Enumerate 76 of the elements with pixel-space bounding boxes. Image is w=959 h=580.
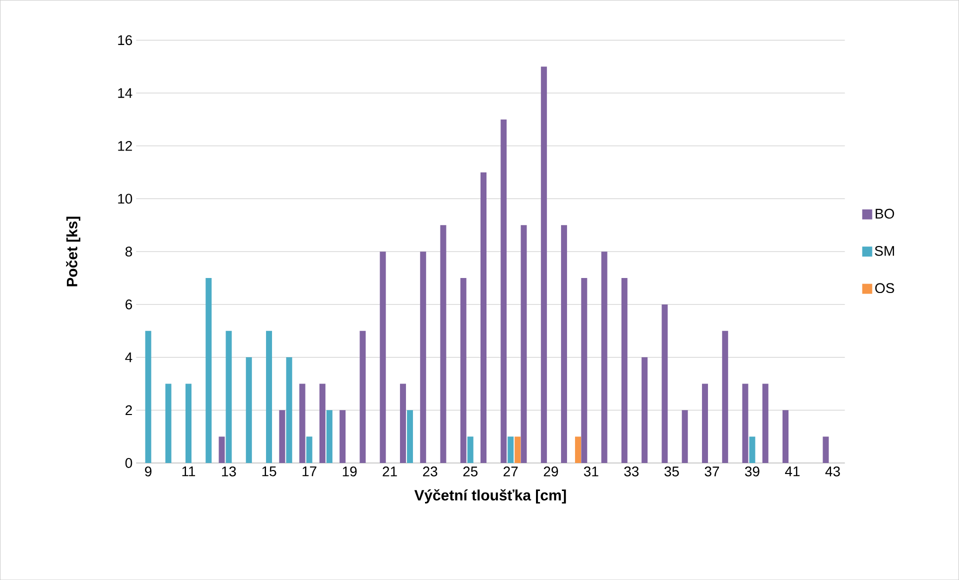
bar [165, 384, 172, 463]
bar [400, 384, 406, 463]
bar [467, 436, 474, 463]
y-tick-label: 16 [118, 35, 132, 46]
bar [575, 436, 582, 463]
bar [319, 384, 326, 463]
bar [206, 278, 212, 463]
y-tick-label: 12 [118, 140, 132, 151]
x-tick-label: 27 [504, 466, 518, 476]
bar [145, 330, 152, 463]
x-tick-label: 21 [382, 466, 397, 476]
bar [702, 384, 708, 463]
bar [266, 330, 272, 463]
bar [621, 278, 628, 463]
bar [279, 410, 286, 463]
bar [326, 410, 332, 463]
bar [420, 252, 426, 463]
bar [440, 225, 446, 463]
x-tick-label: 15 [262, 466, 276, 476]
x-tick-label: 9 [145, 466, 152, 476]
bar [749, 436, 756, 463]
y-axis-title: Počet [ks] [66, 216, 80, 286]
y-tick-label: 2 [126, 405, 132, 415]
bar [406, 410, 413, 463]
y-tick-label: 14 [118, 88, 132, 98]
x-tick-label: 11 [182, 466, 196, 476]
bar [514, 436, 521, 463]
x-tick-label: 41 [785, 466, 800, 476]
bar [540, 66, 547, 463]
bar [480, 172, 487, 463]
bar [642, 357, 648, 463]
bar [762, 384, 768, 463]
x-tick-label: 25 [463, 466, 478, 476]
bar [460, 278, 466, 463]
bar [500, 119, 507, 463]
bar [581, 278, 588, 463]
bar [682, 410, 688, 463]
x-tick-label: 33 [624, 466, 639, 476]
y-tick-label: 8 [125, 246, 132, 256]
x-tick-label: 13 [222, 466, 236, 476]
bar [185, 384, 192, 463]
bar [306, 436, 312, 463]
x-tick-label: 29 [544, 466, 558, 476]
legend-label: BO [876, 208, 894, 219]
bar [340, 410, 346, 463]
legend-label: OS [875, 283, 894, 293]
bar [226, 330, 232, 463]
bar [246, 357, 252, 463]
bar [561, 225, 568, 463]
bar [286, 357, 292, 463]
y-tick-label: 4 [125, 352, 132, 362]
x-tick-label: 43 [825, 466, 840, 476]
y-tick-label: 6 [126, 299, 132, 310]
y-tick-label: 0 [125, 458, 132, 468]
bar [299, 384, 306, 463]
bar [822, 436, 829, 463]
bar [218, 436, 225, 463]
bar [601, 252, 608, 463]
bar [380, 252, 386, 463]
x-tick-label: 23 [423, 466, 438, 476]
x-tick-label: 39 [745, 466, 760, 476]
x-tick-label: 31 [584, 466, 598, 476]
bar [662, 304, 668, 463]
bar [360, 330, 366, 463]
x-tick-label: 35 [664, 466, 679, 476]
y-tick-label: 10 [118, 194, 132, 204]
x-axis-title: Výčetní tloušťka [cm] [414, 489, 566, 504]
bar [508, 436, 514, 463]
legend-label: SM [874, 246, 894, 256]
x-tick-label: 19 [342, 466, 357, 476]
bar [742, 384, 748, 463]
x-tick-label: 37 [704, 466, 720, 476]
x-tick-label: 17 [302, 466, 316, 476]
bar [782, 410, 789, 463]
bar [722, 330, 728, 463]
bar [520, 225, 527, 463]
